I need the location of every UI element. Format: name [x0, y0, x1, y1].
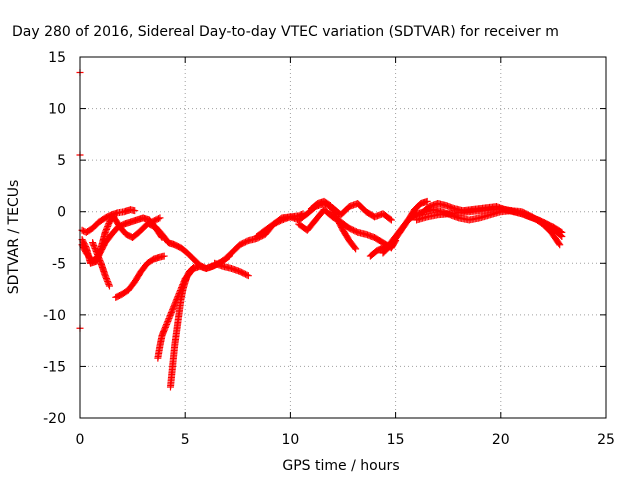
- data-point-track-g: [169, 304, 177, 312]
- data-point-track-c: [103, 224, 111, 232]
- data-point-track-d: [102, 273, 110, 281]
- data-point-track-g: [163, 319, 171, 327]
- data-point-track-j: [243, 271, 251, 279]
- x-axis-label: GPS time / hours: [282, 458, 399, 474]
- data-point-track-d: [89, 239, 97, 247]
- data-points: [76, 68, 566, 391]
- data-point-track-g: [161, 323, 169, 331]
- data-point-track-d: [91, 245, 99, 253]
- axis-ticks: 0 5 10 15 20 25 -20 -15 -10 -5 0 5 10 15: [43, 50, 615, 448]
- y-tick-label: -20: [43, 411, 66, 427]
- x-tick-label: 15: [387, 432, 405, 448]
- data-point-track-d: [93, 249, 101, 257]
- data-point-track-j: [244, 272, 252, 280]
- data-point-track-g: [166, 313, 174, 321]
- data-point-track-d: [104, 279, 112, 287]
- x-tick-label: 0: [76, 432, 85, 448]
- y-tick-label: -15: [43, 359, 66, 375]
- data-point-track-g: [164, 317, 172, 325]
- data-point-track-d: [95, 253, 103, 261]
- x-tick-label: 10: [281, 432, 299, 448]
- data-point-track-c: [104, 221, 112, 229]
- chart-title: Day 280 of 2016, Sidereal Day-to-day VTE…: [12, 24, 559, 40]
- data-point-track-e: [160, 252, 168, 260]
- data-point-track-g: [168, 307, 176, 315]
- data-point-track-h: [190, 263, 198, 271]
- data-point-track-g: [167, 310, 175, 318]
- y-tick-label: -10: [43, 308, 66, 324]
- data-point-track-q: [558, 228, 566, 236]
- data-point-track-o: [555, 239, 563, 247]
- data-point-track-d: [92, 246, 100, 254]
- data-point-track-d: [101, 272, 109, 280]
- data-point-track-d: [105, 281, 113, 289]
- data-point-track-k: [387, 216, 395, 224]
- data-point-track-o: [556, 241, 564, 249]
- data-point-track-a: [131, 207, 139, 215]
- y-tick-label: 10: [48, 102, 66, 118]
- data-point-track-c: [104, 222, 112, 230]
- data-point-track-d: [102, 275, 110, 283]
- data-point-track-c: [102, 225, 110, 233]
- data-point-track-d: [105, 282, 113, 290]
- y-tick-label: 5: [57, 153, 66, 169]
- y-tick-label: 0: [57, 205, 66, 221]
- data-point-track-m: [352, 245, 360, 253]
- data-point-track-c: [156, 214, 164, 222]
- data-point-track-g: [164, 316, 172, 324]
- x-tick-label: 5: [181, 432, 190, 448]
- y-axis-label: SDTVAR / TECUs: [6, 180, 22, 295]
- data-point-track-n: [423, 197, 431, 205]
- data-point-track-d: [89, 240, 97, 248]
- data-point-track-m: [351, 244, 359, 252]
- y-tick-label: -5: [52, 256, 66, 272]
- data-point-track-g: [163, 320, 171, 328]
- y-tick-label: 15: [48, 50, 66, 66]
- data-point-track-c: [155, 215, 163, 223]
- data-point-track-d: [94, 252, 102, 260]
- data-point-track-g: [170, 303, 178, 311]
- data-point-track-h: [189, 264, 197, 272]
- data-point-track-d: [93, 250, 101, 258]
- plot-frame: [79, 56, 607, 419]
- data-point-track-q: [557, 228, 565, 236]
- data-point-track-d: [104, 278, 112, 286]
- data-point-track-g: [167, 309, 175, 317]
- data-point-track-d: [103, 276, 111, 284]
- data-point-track-d: [92, 247, 100, 255]
- data-point-track-g: [165, 315, 173, 323]
- x-tick-label: 20: [492, 432, 510, 448]
- data-point-track-d: [95, 255, 103, 263]
- data-point-track-g: [169, 306, 177, 314]
- data-point-track-d: [90, 242, 98, 250]
- x-tick-label: 25: [597, 432, 615, 448]
- data-point-track-d: [96, 256, 104, 264]
- data-point-track-g: [160, 326, 168, 334]
- data-point-track-g: [166, 312, 174, 320]
- data-point-track-c: [102, 227, 110, 235]
- data-point-track-k: [386, 215, 394, 223]
- data-point-track-d: [90, 243, 98, 251]
- data-point-track-c: [101, 228, 109, 236]
- data-point-track-g: [162, 322, 170, 330]
- data-point-track-g: [161, 325, 169, 333]
